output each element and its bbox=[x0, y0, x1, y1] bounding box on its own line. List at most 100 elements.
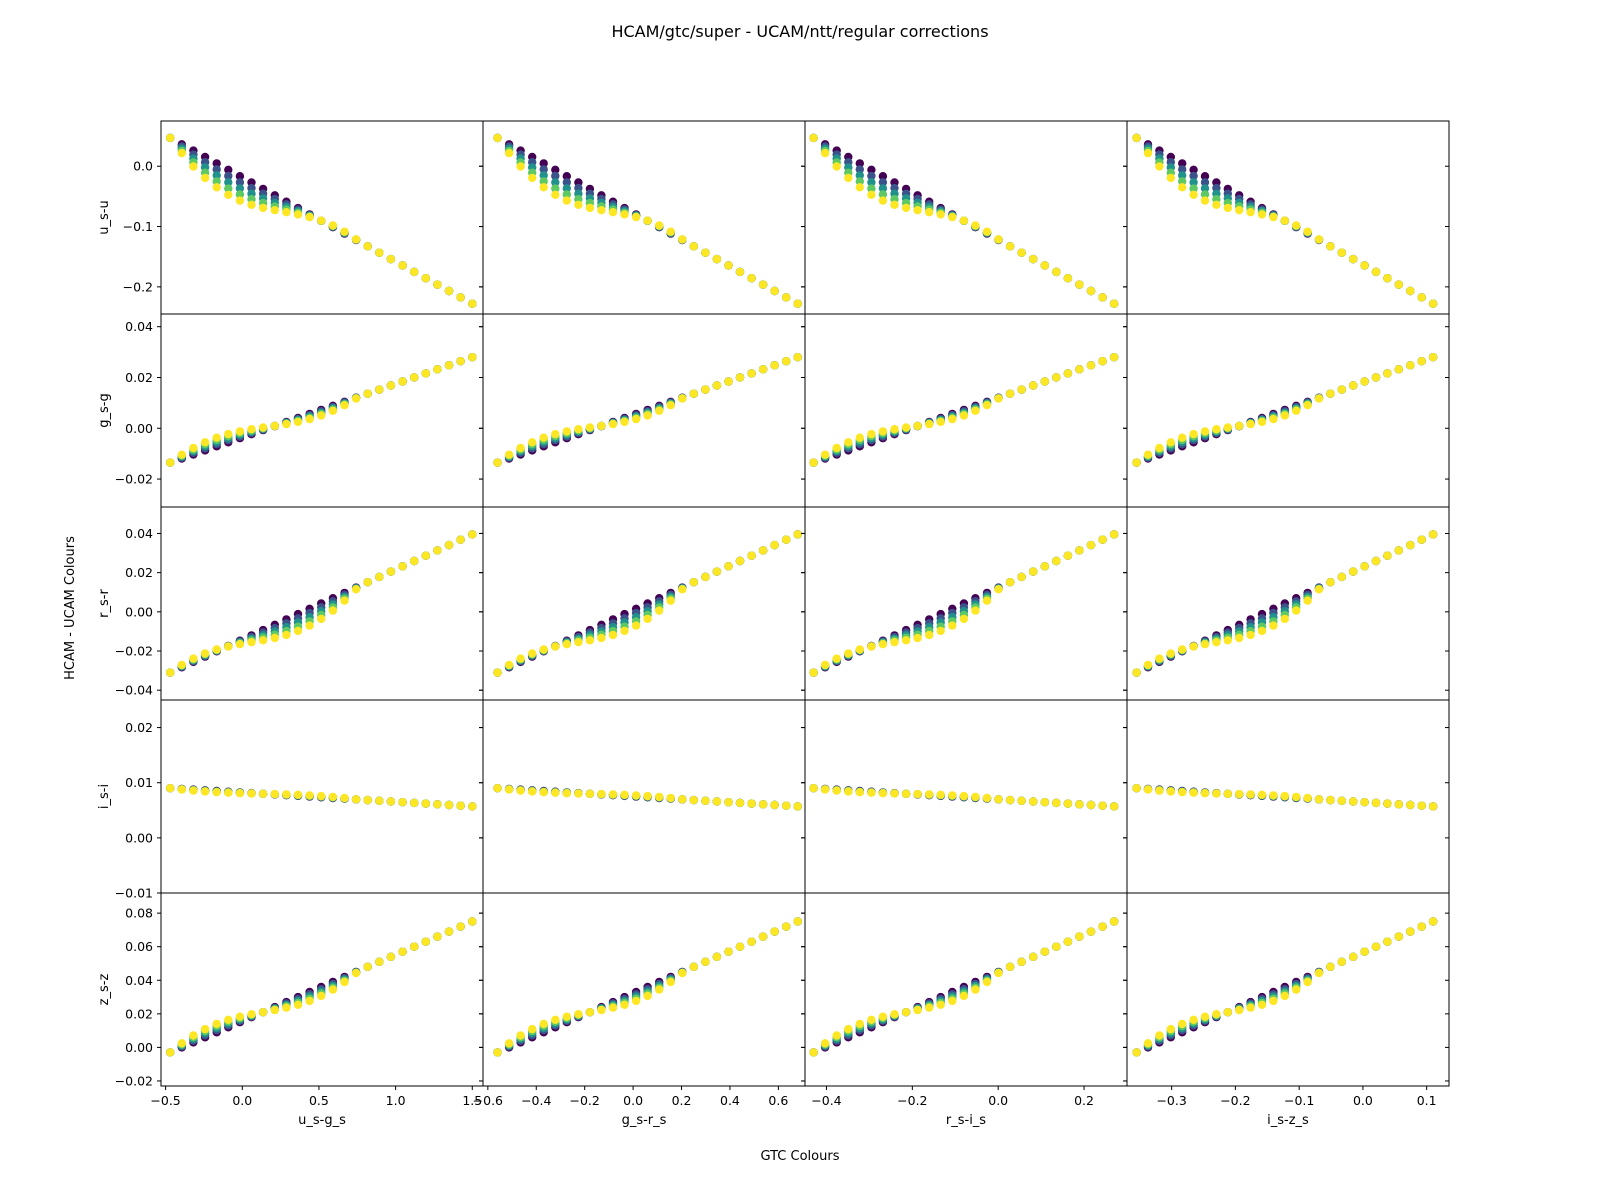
data-point bbox=[608, 1003, 618, 1012]
data-point bbox=[351, 585, 361, 594]
data-point bbox=[1371, 556, 1381, 566]
data-point bbox=[925, 630, 934, 640]
data-point bbox=[363, 795, 372, 805]
x-tick-label: −0.3 bbox=[1156, 1093, 1186, 1108]
data-point bbox=[166, 458, 175, 467]
data-point bbox=[597, 789, 606, 799]
data-point bbox=[247, 200, 256, 209]
data-point bbox=[1383, 799, 1392, 808]
data-point bbox=[317, 991, 326, 1001]
data-point bbox=[516, 654, 525, 663]
panel-points bbox=[166, 917, 477, 1057]
data-point bbox=[809, 784, 818, 793]
data-point bbox=[1166, 1024, 1176, 1034]
data-point bbox=[562, 640, 571, 649]
data-point bbox=[293, 790, 303, 799]
data-point bbox=[1246, 419, 1255, 429]
data-point bbox=[1166, 438, 1176, 447]
column-xlabel: r_s-i_s bbox=[946, 1113, 986, 1128]
data-point bbox=[433, 546, 442, 555]
data-point bbox=[1063, 369, 1073, 378]
data-point bbox=[913, 206, 922, 215]
column-xlabel: g_s-r_s bbox=[622, 1113, 667, 1128]
data-point bbox=[235, 196, 245, 205]
data-point bbox=[177, 148, 186, 158]
panel-frame bbox=[1126, 892, 1450, 1087]
data-point bbox=[1029, 254, 1038, 264]
data-point bbox=[724, 947, 733, 956]
data-point bbox=[398, 377, 407, 386]
data-point bbox=[994, 394, 1003, 403]
data-point bbox=[585, 203, 595, 213]
data-point bbox=[1132, 784, 1141, 793]
data-point bbox=[701, 248, 710, 257]
data-point bbox=[735, 798, 745, 808]
data-point bbox=[747, 551, 756, 560]
data-point bbox=[1200, 427, 1210, 436]
data-point bbox=[1337, 957, 1347, 966]
data-point bbox=[562, 184, 571, 193]
data-point bbox=[597, 421, 606, 431]
column-xlabel: u_s-g_s bbox=[298, 1113, 346, 1128]
data-point bbox=[562, 1012, 571, 1021]
data-point bbox=[1109, 917, 1119, 926]
data-point bbox=[1269, 621, 1278, 630]
panel-1-2 bbox=[479, 120, 806, 318]
data-point bbox=[878, 427, 888, 436]
y-tick-label: 0.01 bbox=[125, 775, 153, 790]
data-point bbox=[282, 790, 291, 799]
data-point bbox=[809, 458, 818, 467]
data-point bbox=[1428, 353, 1438, 362]
y-tick-label: −0.1 bbox=[123, 219, 153, 234]
data-point bbox=[878, 190, 888, 199]
y-tick-label: 0.02 bbox=[125, 1006, 153, 1021]
data-point bbox=[948, 212, 957, 222]
y-tick-label: 0.02 bbox=[125, 720, 153, 735]
data-point bbox=[456, 922, 465, 931]
data-point bbox=[867, 642, 876, 651]
y-tick-label: 0.00 bbox=[125, 421, 153, 436]
data-point bbox=[793, 299, 802, 308]
data-point bbox=[597, 1005, 606, 1015]
data-point bbox=[1383, 369, 1392, 378]
data-point bbox=[1314, 795, 1324, 804]
data-point bbox=[328, 985, 338, 994]
data-point bbox=[1360, 947, 1369, 956]
panel-points bbox=[1132, 133, 1438, 308]
data-point bbox=[375, 796, 384, 805]
data-point bbox=[1235, 421, 1244, 431]
data-point bbox=[1223, 203, 1233, 213]
data-point bbox=[1178, 183, 1187, 192]
data-point bbox=[666, 977, 675, 987]
x-tick-label: 0.4 bbox=[720, 1093, 740, 1108]
data-point bbox=[901, 1008, 911, 1017]
data-point bbox=[643, 216, 652, 225]
data-point bbox=[925, 1003, 934, 1012]
data-point bbox=[878, 1012, 888, 1021]
data-point bbox=[224, 1015, 233, 1024]
data-point bbox=[1017, 957, 1026, 966]
data-point bbox=[770, 361, 779, 370]
data-point bbox=[1326, 795, 1335, 805]
data-point bbox=[913, 789, 922, 799]
panel-5-3: −0.4 −0.2 0.0 0.2 r_s-i_s bbox=[801, 892, 1128, 1128]
data-point bbox=[1109, 530, 1119, 539]
data-point bbox=[855, 165, 864, 174]
data-point bbox=[444, 286, 454, 296]
data-point bbox=[270, 421, 279, 431]
data-point bbox=[293, 1000, 303, 1009]
data-point bbox=[351, 235, 361, 244]
data-point bbox=[1235, 206, 1244, 215]
x-tick-label: 1.0 bbox=[386, 1093, 406, 1108]
y-tick-label: −0.01 bbox=[115, 886, 153, 901]
data-point bbox=[631, 791, 641, 800]
data-point bbox=[504, 1039, 514, 1048]
data-point bbox=[177, 450, 186, 459]
data-point bbox=[770, 927, 779, 936]
data-point bbox=[433, 365, 442, 374]
data-point bbox=[689, 578, 698, 587]
data-point bbox=[317, 216, 326, 225]
data-point bbox=[189, 1031, 198, 1040]
data-point bbox=[1383, 937, 1392, 946]
data-point bbox=[1326, 578, 1335, 587]
